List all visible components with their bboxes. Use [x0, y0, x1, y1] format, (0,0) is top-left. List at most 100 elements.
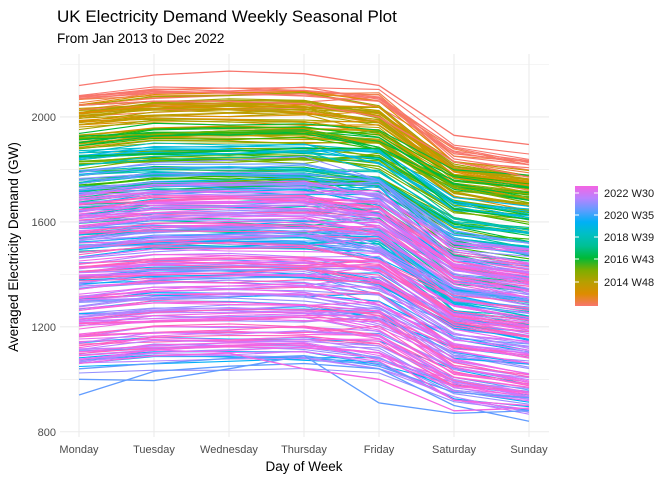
series-line [78, 168, 530, 228]
series-line [78, 156, 530, 213]
series-line [78, 189, 530, 256]
series-line [78, 155, 530, 231]
series-lines [78, 70, 530, 422]
series-line [78, 180, 530, 253]
legend-label: 2016 W43 [604, 254, 654, 266]
series-line [78, 100, 530, 178]
series-line [78, 273, 530, 331]
series-line [78, 230, 530, 310]
series-line [78, 91, 530, 178]
series-line [78, 355, 530, 399]
series-line [78, 282, 530, 359]
series-line [78, 214, 530, 281]
series-line [78, 102, 530, 180]
series-line [78, 147, 530, 220]
series-line [78, 163, 530, 244]
series-line [78, 142, 530, 221]
series-line [78, 192, 530, 266]
series-line [78, 86, 530, 160]
x-tick-label: Saturday [432, 444, 477, 456]
series-line [78, 309, 530, 376]
legend: 2022 W30 2020 W35 2018 W39 2016 W43 2014 W48 [575, 186, 654, 306]
series-line [78, 104, 530, 185]
series-line [78, 230, 530, 303]
series-line [78, 259, 530, 321]
series-line [78, 314, 530, 382]
series-line [78, 126, 530, 189]
series-line [78, 136, 530, 207]
series-line [78, 150, 530, 231]
series-line [78, 338, 530, 401]
y-tick-label: 800 [38, 427, 56, 439]
series-line [78, 230, 530, 295]
series-line [78, 343, 530, 399]
series-line [78, 131, 530, 188]
series-line [78, 301, 530, 364]
series-line [78, 190, 530, 264]
x-tick-label: Friday [364, 444, 395, 456]
series-line [78, 88, 530, 164]
series-line [78, 122, 530, 176]
y-axis-title: Averaged Electricity Demand (GW) [6, 142, 21, 352]
series-line [78, 330, 530, 394]
legend-label: 2022 W30 [604, 188, 654, 200]
series-line [78, 292, 530, 355]
y-tick-labels: 800 1200 1600 2000 [32, 112, 56, 439]
series-line [78, 342, 530, 393]
x-tick-label: Monday [59, 444, 99, 456]
series-line [78, 274, 530, 343]
series-line [78, 222, 530, 287]
legend-label: 2020 W35 [604, 210, 654, 222]
x-tick-label: Thursday [281, 444, 327, 456]
series-line [78, 237, 530, 299]
chart-subtitle: From Jan 2013 to Dec 2022 [57, 31, 224, 46]
series-line [78, 330, 530, 388]
series-line [78, 201, 530, 289]
y-tick-label: 1200 [32, 322, 56, 334]
series-line [78, 172, 530, 253]
series-line [78, 357, 530, 413]
series-line [78, 180, 530, 251]
series-line [78, 362, 530, 422]
series-line [78, 201, 530, 269]
series-line [78, 352, 530, 412]
series-line [78, 164, 530, 256]
series-line [78, 279, 530, 338]
series-line [78, 273, 530, 337]
chart-title: UK Electricity Demand Weekly Seasonal Pl… [57, 7, 397, 26]
series-line [78, 183, 530, 250]
series-line [78, 148, 530, 217]
x-tick-label: Wednesday [200, 444, 258, 456]
series-line [78, 70, 530, 146]
series-line [78, 130, 530, 193]
series-line [78, 156, 530, 223]
series-line [78, 112, 530, 194]
series-line [78, 189, 530, 265]
y-tick-label: 1600 [32, 217, 56, 229]
series-line [78, 90, 530, 163]
series-line [78, 133, 530, 198]
x-tick-labels: Monday Tuesday Wednesday Thursday Friday Satu… [59, 444, 548, 456]
series-line [78, 224, 530, 298]
series-line [78, 339, 530, 398]
series-line [78, 344, 530, 407]
series-line [78, 117, 530, 181]
series-line [78, 246, 530, 303]
legend-label: 2014 W48 [604, 277, 654, 289]
series-line [78, 158, 530, 220]
legend-label: 2018 W39 [604, 232, 654, 244]
series-line [78, 171, 530, 235]
series-line [78, 309, 530, 375]
x-axis-title: Day of Week [265, 459, 342, 474]
series-line [78, 200, 530, 277]
series-line [78, 207, 530, 280]
series-line [78, 218, 530, 293]
series-line [78, 147, 530, 212]
series-line [78, 316, 530, 386]
series-line [78, 166, 530, 234]
series-line [78, 126, 530, 194]
series-line [78, 256, 530, 329]
series-line [78, 338, 530, 396]
series-line [78, 253, 530, 319]
